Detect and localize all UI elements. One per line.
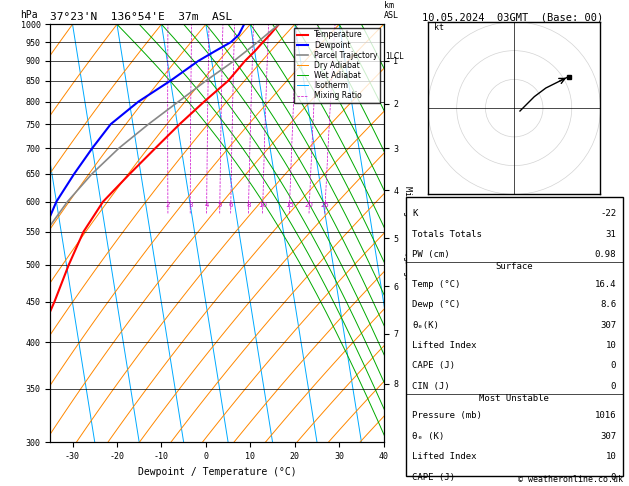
Text: Lifted Index: Lifted Index [412, 452, 477, 461]
Text: Dewp (°C): Dewp (°C) [412, 300, 460, 309]
Text: Surface: Surface [496, 262, 533, 272]
Text: CAPE (J): CAPE (J) [412, 472, 455, 482]
Text: 0: 0 [611, 382, 616, 391]
Text: Temp (°C): Temp (°C) [412, 280, 460, 289]
Text: K: K [412, 209, 418, 218]
Text: 31: 31 [606, 230, 616, 239]
Text: 2: 2 [165, 202, 170, 208]
Text: 307: 307 [600, 321, 616, 330]
Text: 15: 15 [285, 202, 294, 208]
Text: 10: 10 [606, 341, 616, 350]
Text: 37°23'N  136°54'E  37m  ASL: 37°23'N 136°54'E 37m ASL [50, 12, 233, 22]
Text: Lifted Index: Lifted Index [412, 341, 477, 350]
Text: CIN (J): CIN (J) [412, 382, 450, 391]
Text: 10: 10 [259, 202, 267, 208]
Text: -22: -22 [600, 209, 616, 218]
Text: 0: 0 [611, 472, 616, 482]
Text: 16.4: 16.4 [594, 280, 616, 289]
Text: kt: kt [433, 23, 443, 33]
Text: hPa: hPa [20, 10, 38, 20]
Text: Most Unstable: Most Unstable [479, 394, 549, 403]
Legend: Temperature, Dewpoint, Parcel Trajectory, Dry Adiabat, Wet Adiabat, Isotherm, Mi: Temperature, Dewpoint, Parcel Trajectory… [294, 28, 380, 103]
Text: © weatheronline.co.uk: © weatheronline.co.uk [518, 475, 623, 484]
Text: 307: 307 [600, 432, 616, 441]
Text: 6: 6 [228, 202, 233, 208]
Text: 10.05.2024  03GMT  (Base: 00): 10.05.2024 03GMT (Base: 00) [422, 12, 603, 22]
Text: Pressure (mb): Pressure (mb) [412, 411, 482, 420]
Text: 0: 0 [611, 362, 616, 370]
Text: 4: 4 [204, 202, 209, 208]
Text: km
ASL: km ASL [384, 0, 399, 20]
Text: 5: 5 [218, 202, 222, 208]
Text: θₑ (K): θₑ (K) [412, 432, 445, 441]
Text: 3: 3 [188, 202, 192, 208]
Text: θₑ(K): θₑ(K) [412, 321, 439, 330]
Text: 10: 10 [606, 452, 616, 461]
Text: 20: 20 [305, 202, 314, 208]
Text: 1LCL: 1LCL [385, 52, 404, 61]
Text: CAPE (J): CAPE (J) [412, 362, 455, 370]
Y-axis label: Mixing Ratio (g/kg): Mixing Ratio (g/kg) [403, 186, 412, 281]
Text: Totals Totals: Totals Totals [412, 230, 482, 239]
Text: 1016: 1016 [594, 411, 616, 420]
Text: 0.98: 0.98 [594, 250, 616, 259]
Text: 8: 8 [247, 202, 251, 208]
X-axis label: Dewpoint / Temperature (°C): Dewpoint / Temperature (°C) [138, 467, 296, 477]
Text: 25: 25 [321, 202, 330, 208]
Text: 8.6: 8.6 [600, 300, 616, 309]
Text: PW (cm): PW (cm) [412, 250, 450, 259]
